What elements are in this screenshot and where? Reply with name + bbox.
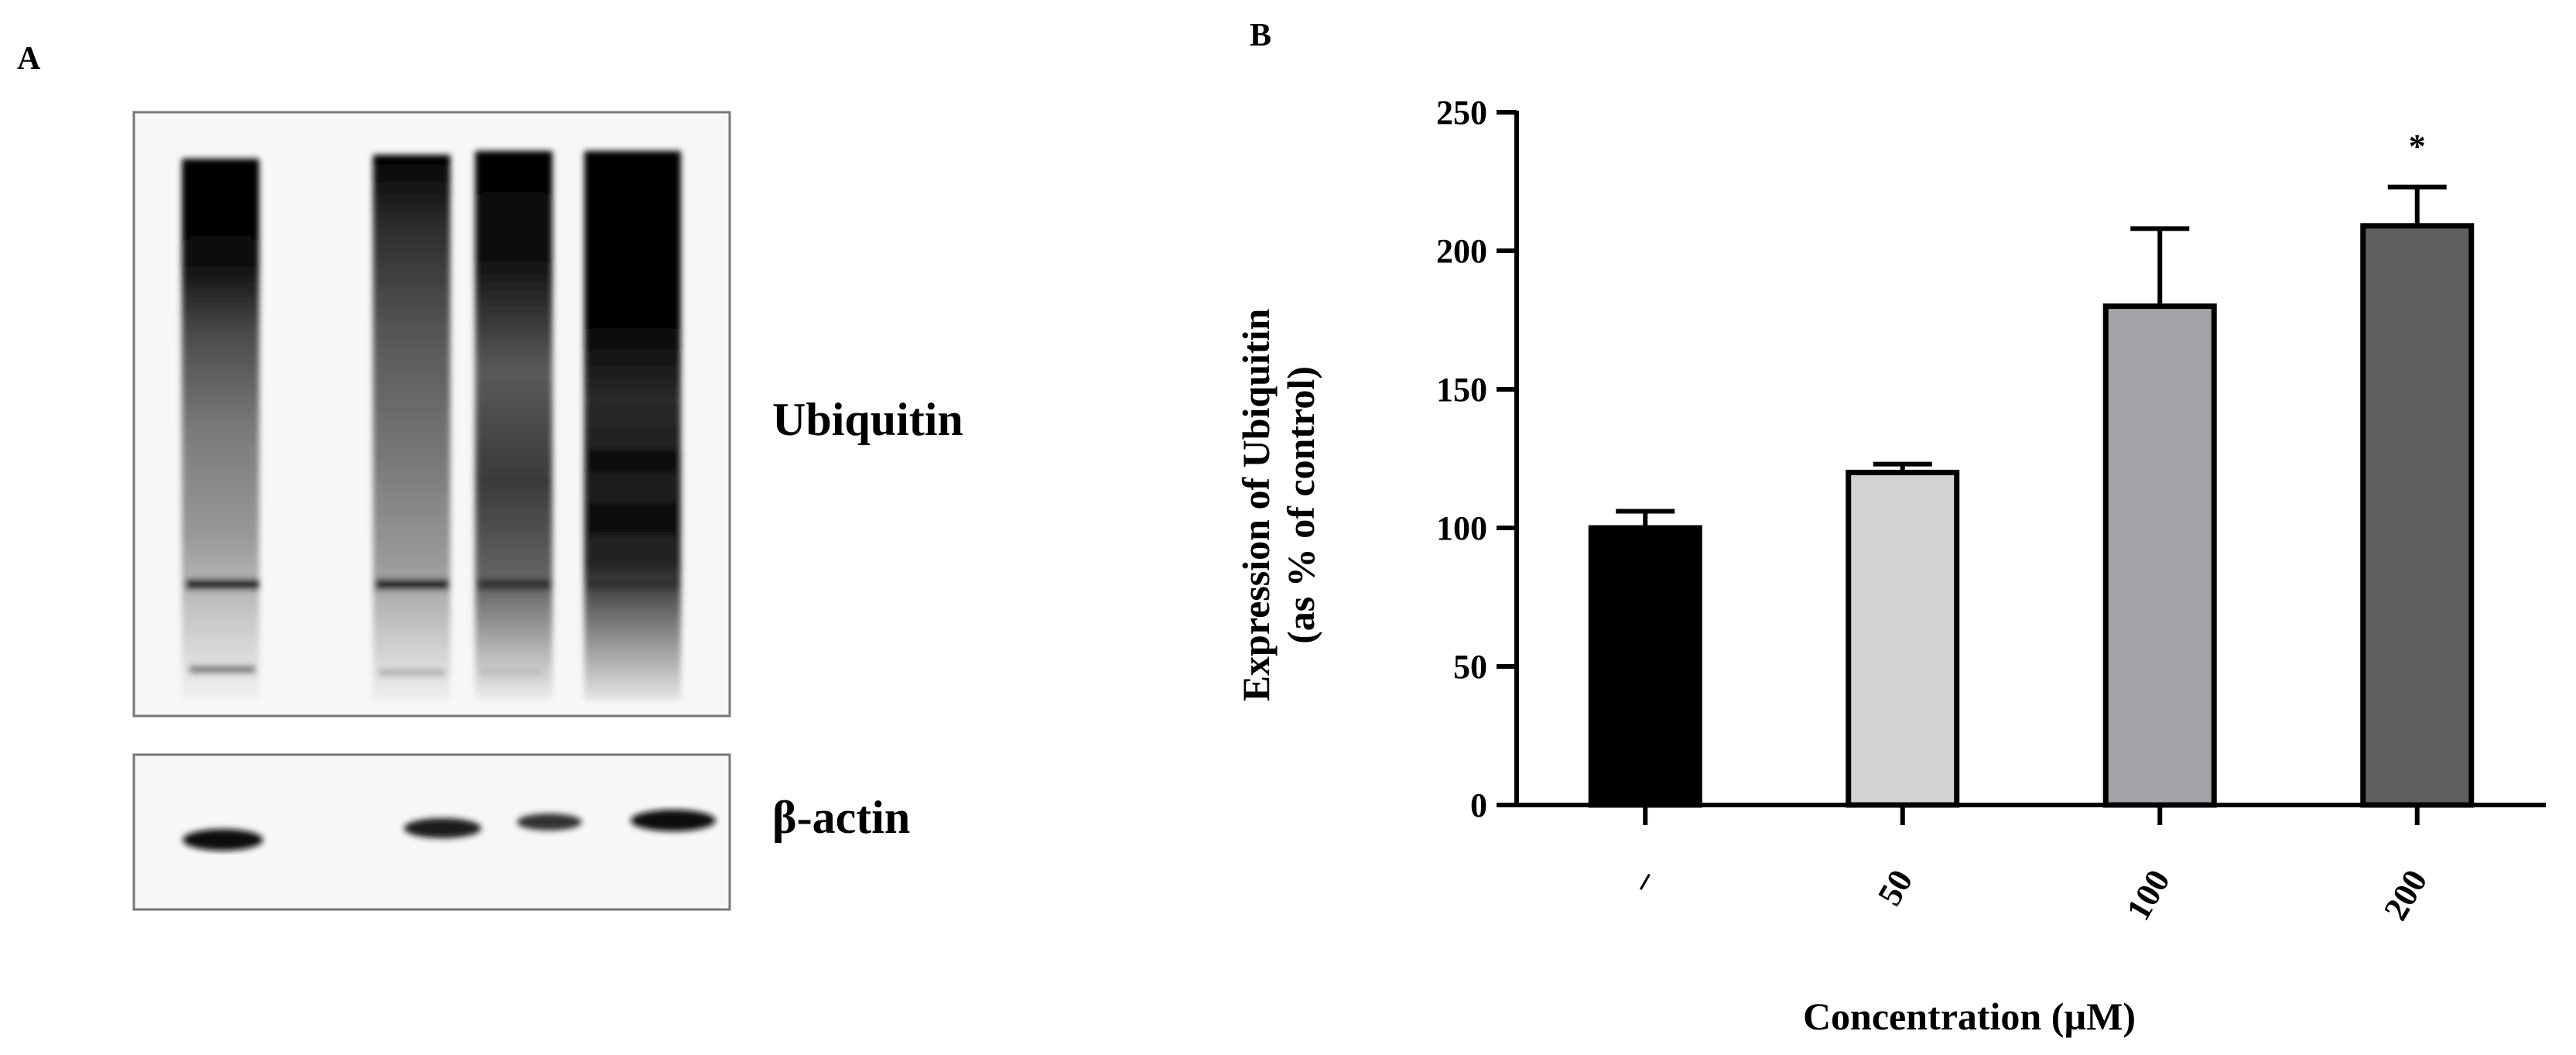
beta-actin-blot-label: β-actin xyxy=(772,792,911,843)
y-tick-label: 100 xyxy=(1436,509,1487,547)
ubiquitin-blot-label: Ubiquitin xyxy=(772,394,963,445)
x-tick-label: – xyxy=(1621,863,1663,898)
y-tick-label: 150 xyxy=(1436,371,1487,409)
y-axis-title-line-1: Expression of Ubiquitin xyxy=(1234,309,1278,702)
bar-3 xyxy=(2102,303,2217,808)
y-axis-title-line-2: (as % of control) xyxy=(1279,366,1322,644)
chart-bars xyxy=(1588,223,2475,808)
significance-asterisk: * xyxy=(2409,128,2426,166)
x-tick-label: 50 xyxy=(1870,864,1920,913)
x-tick-label: 200 xyxy=(2376,864,2434,927)
chart-error-bars xyxy=(1616,184,2447,528)
panel-b-letter: B xyxy=(1250,18,1272,53)
bar-2 xyxy=(1846,469,1960,808)
x-tick-label: 100 xyxy=(2119,864,2177,927)
panel-a-letter: A xyxy=(17,41,41,77)
chart-labels: 0 50 100 150 200 250 – 50 100 200 * Concentration (… xyxy=(1234,94,2434,1038)
x-axis-title: Concentration (µM) xyxy=(1803,995,2136,1038)
bar-4 xyxy=(2360,223,2475,808)
y-tick-label: 250 xyxy=(1436,94,1487,132)
y-tick-label: 200 xyxy=(1436,232,1487,270)
y-tick-label: 0 xyxy=(1470,786,1487,824)
y-tick-label: 50 xyxy=(1453,648,1487,686)
bar-1 xyxy=(1588,525,1702,808)
